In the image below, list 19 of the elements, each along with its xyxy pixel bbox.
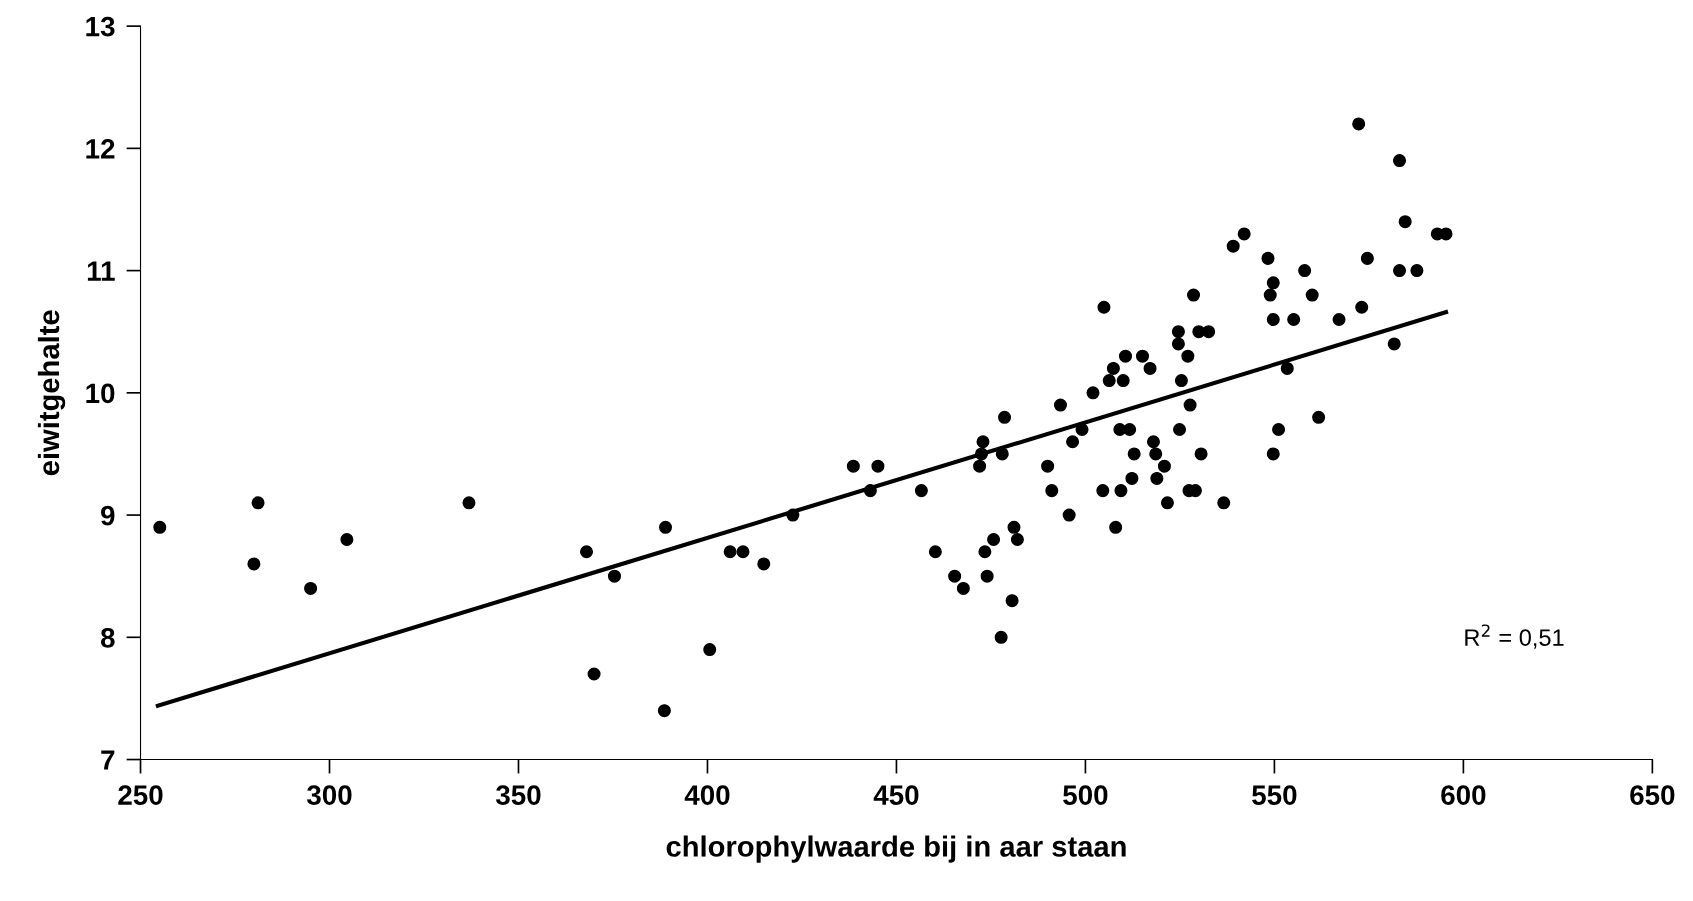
x-tick-label: 350 [495,785,541,805]
y-tick-label: 7 [101,750,115,770]
y-tick-label: 13 [86,16,115,37]
y-tick-label: 9 [101,505,115,526]
y-tick-label: 8 [100,627,115,648]
annotation: R$^{2}$ = 0,51 [1465,624,1564,649]
x-tick-label: 250 [118,785,163,805]
y-tick-label: 11 [87,261,115,281]
x-tick-label: 300 [306,785,352,805]
y-tick-label: 12 [86,139,115,159]
x-tick-label: 450 [873,785,919,805]
x-tick-label: 550 [1252,785,1297,805]
y-tick-label: 10 [86,383,115,404]
x-tick-label: 600 [1441,785,1486,805]
x-tick-label: 500 [1063,785,1108,805]
x-tick-label: 650 [1630,785,1675,805]
y-axis-title: eiwitgehalte [37,310,66,476]
x-tick-label: 400 [684,785,730,805]
x-axis-title: chlorophylwaarde bij in aar staan [666,835,1126,863]
